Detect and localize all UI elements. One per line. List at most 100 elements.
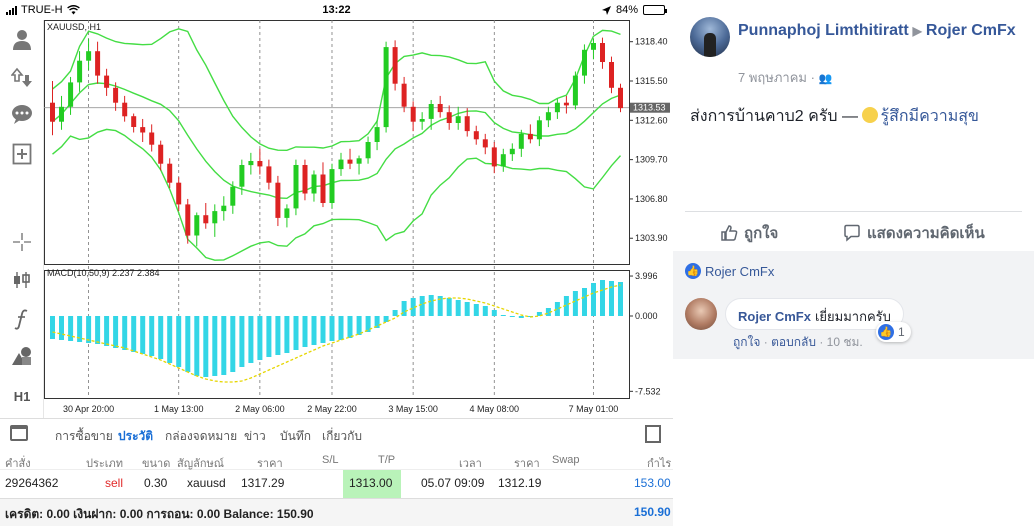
like-button[interactable]: ถูกใจ <box>720 221 778 245</box>
target-name[interactable]: Rojer CmFx <box>925 22 1016 39</box>
objects-icon[interactable] <box>8 342 36 370</box>
price-tick-label: 1306.80 <box>635 194 668 204</box>
author-avatar[interactable] <box>690 17 730 57</box>
price-chart[interactable]: 30 Apr 20:00 1 May 13:00 2 May 06:00 2 May … <box>44 20 673 418</box>
thumbs-up-icon <box>721 225 738 241</box>
macd-histogram-bar <box>554 302 560 316</box>
candle-body <box>302 165 308 194</box>
account-icon[interactable] <box>8 26 36 54</box>
tab-journal[interactable]: บันทึก <box>280 429 311 443</box>
macd-histogram-bar <box>609 281 614 316</box>
signal-icon <box>6 5 17 15</box>
candle-body <box>122 102 128 117</box>
candle-body <box>383 47 389 128</box>
facebook-post: Punnaphoj Limthitiratt ▶ Rojer CmFx 7 พฤษภ… <box>673 0 1034 530</box>
candle-body <box>473 131 479 140</box>
macd-histogram-bar <box>401 301 407 316</box>
candle-body <box>437 104 443 113</box>
author-name[interactable]: Punnaphoj Limthitiratt <box>738 22 909 39</box>
candle-body <box>86 51 92 61</box>
macd-histogram-bar <box>356 316 362 335</box>
close-time: 05.07 09:09 <box>421 476 485 490</box>
candle-body <box>167 163 173 183</box>
post-date[interactable]: 7 พฤษภาคม <box>738 70 807 85</box>
comment-reply-link[interactable]: ตอบกลับ <box>771 335 816 349</box>
current-price-label: 1313.53 <box>633 103 666 113</box>
candle-body <box>185 204 191 236</box>
liked-by[interactable]: Rojer CmFx <box>705 263 775 279</box>
time-tick-label: 3 May 15:00 <box>388 404 438 414</box>
macd-histogram-bar <box>293 316 299 350</box>
col-profit: กำไร <box>647 458 672 470</box>
candle-body <box>509 148 515 155</box>
macd-histogram-bar <box>149 316 155 356</box>
comment-button[interactable]: แสดงความคิดเห็น <box>843 221 985 245</box>
calendar-icon[interactable] <box>10 425 28 441</box>
crosshair-icon[interactable] <box>8 228 36 256</box>
macd-histogram-bar <box>374 316 380 328</box>
tab-trade[interactable]: การซื้อขาย <box>55 429 113 443</box>
indicators-icon[interactable] <box>8 305 36 333</box>
chart-canvas: 30 Apr 20:00 1 May 13:00 2 May 06:00 2 May … <box>44 20 673 418</box>
candle-body <box>266 166 272 183</box>
candle-body <box>401 83 407 107</box>
comment-bubble: Rojer CmFx เยี่ยมมากครับ <box>725 298 904 330</box>
friends-privacy-icon[interactable]: 👥 <box>818 73 833 85</box>
trade-arrows-icon[interactable] <box>8 64 36 92</box>
carrier-label: TRUE-H <box>21 4 63 16</box>
layout-icon[interactable] <box>645 425 661 443</box>
candle-body <box>419 119 425 122</box>
commenter-avatar[interactable] <box>685 298 717 330</box>
macd-histogram-bar <box>221 316 227 375</box>
candle-body <box>293 165 299 209</box>
candle-body <box>554 102 560 113</box>
bb-middle-line <box>52 82 621 200</box>
terminal-tabs: การซื้อขาย ประวัติ กล่องจดหมาย ข่าว บันท… <box>0 418 673 448</box>
candle-body <box>491 147 497 167</box>
macd-pane-frame <box>44 270 630 399</box>
battery-percent: 84% <box>615 4 638 16</box>
chat-icon[interactable] <box>8 100 36 128</box>
table-row[interactable]: 29264362 sell 0.30 xauusd 1317.29 1313.0… <box>0 470 673 498</box>
candle-body <box>176 182 182 205</box>
col-symbol: สัญลักษณ์ <box>177 458 224 470</box>
tab-history[interactable]: ประวัติ <box>118 429 154 443</box>
macd-tick-label: 0.000 <box>635 311 658 321</box>
macd-histogram-bar <box>572 291 578 316</box>
macd-label: MACD(10,50,9) 2.237 2.384 <box>47 268 160 278</box>
chart-type-icon[interactable] <box>8 266 36 294</box>
price-tick-label: 1315.50 <box>635 76 668 86</box>
comment-author[interactable]: Rojer CmFx <box>738 309 811 324</box>
status-bar: TRUE-H 13:22 84% <box>0 0 673 20</box>
macd-histogram-bar <box>266 316 272 357</box>
tab-news[interactable]: ข่าว <box>244 429 266 443</box>
tab-mailbox[interactable]: กล่องจดหมาย <box>165 429 238 443</box>
like-reaction-icon: 👍 <box>878 324 894 340</box>
comment-time[interactable]: 10 ชม. <box>826 335 863 349</box>
macd-histogram-bar <box>563 296 569 316</box>
candle-body <box>149 132 155 145</box>
candle-body <box>113 87 119 103</box>
timeframe-button[interactable]: H1 <box>13 388 31 404</box>
comment-reaction-badge[interactable]: 👍 1 <box>876 322 911 342</box>
comment-like-link[interactable]: ถูกใจ <box>733 335 761 349</box>
macd-histogram-bar <box>104 316 110 346</box>
col-type: ประเภท <box>86 458 124 470</box>
mt4-phone-screenshot: TRUE-H 13:22 84% <box>0 0 673 521</box>
comment-label: แสดงความคิดเห็น <box>867 225 985 242</box>
tab-about[interactable]: เกี่ยวกับ <box>322 429 363 443</box>
macd-histogram-bar <box>122 316 128 350</box>
current-price-tag <box>630 102 670 113</box>
candle-body <box>68 82 74 107</box>
macd-histogram-bar <box>248 316 254 363</box>
location-arrow-icon <box>601 5 611 15</box>
macd-histogram-bar <box>275 316 281 355</box>
candle-body <box>131 116 137 127</box>
feeling-label[interactable]: รู้สึกมีความสุข <box>880 108 979 125</box>
new-order-icon[interactable] <box>8 140 36 168</box>
macd-histogram-bar <box>509 316 515 317</box>
open-price: 1317.29 <box>241 476 285 490</box>
balance-total: 150.90 <box>634 505 671 519</box>
candle-body <box>518 133 524 149</box>
macd-histogram-bar <box>311 316 317 345</box>
